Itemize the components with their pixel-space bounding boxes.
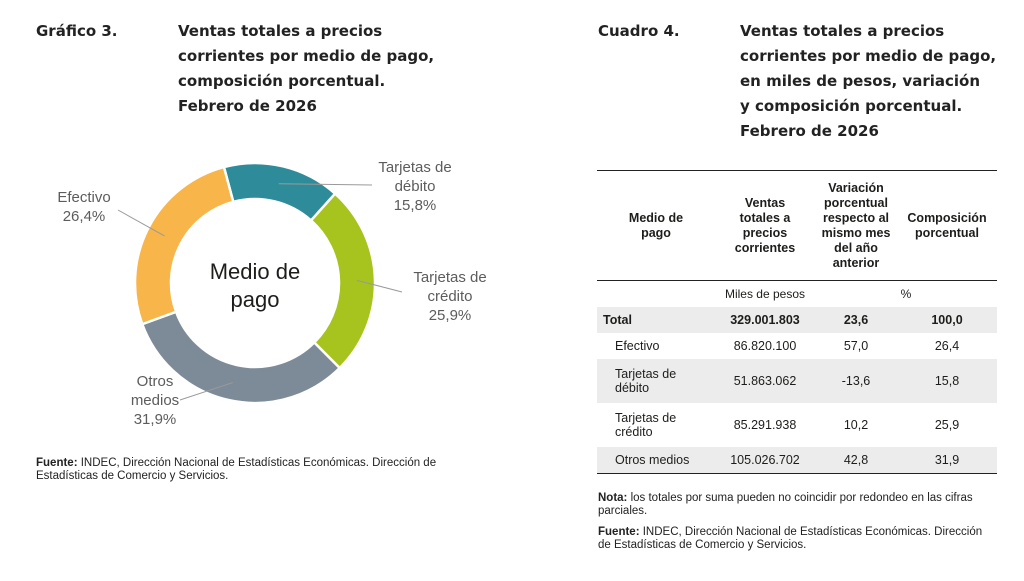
row-medio: Otros medios <box>597 447 715 474</box>
row-variacion: 23,6 <box>815 307 897 333</box>
slice-label: Tarjetas de crédito 25,9% <box>413 269 486 324</box>
table-row: Efectivo 86.820.100 57,0 26,4 <box>597 333 997 359</box>
table-title-line: Febrero de 2026 <box>740 122 879 140</box>
slice-label: Tarjetas de débito 15,8% <box>378 159 451 214</box>
units-pct: % <box>900 287 912 301</box>
donut-slice <box>133 165 235 326</box>
donut-chart: Tarjetas de débito 15,8% Tarjetas de crédito… <box>57 159 486 428</box>
units-empty <box>597 281 715 308</box>
table-row: Otros medios 105.026.702 42,8 31,9 <box>597 447 997 474</box>
row-ventas: 86.820.100 <box>733 339 797 353</box>
sales-table: Medio de pago Ventas totales a precios c… <box>597 170 997 474</box>
header-composicion: Composición porcentual <box>897 170 997 281</box>
chart-title-line: corrientes por medio de pago, <box>178 47 435 65</box>
table-title-line: en miles de pesos, variación <box>740 72 981 90</box>
chart-title-line: composición porcentual. <box>178 72 386 90</box>
units-ventas: Miles de pesos <box>724 287 806 301</box>
row-composicion: 31,9 <box>897 447 997 474</box>
chart-title-line: Ventas totales a precios <box>178 22 383 40</box>
table-row: Tarjetas de crédito 85.291.938 10,2 25,9 <box>597 403 997 447</box>
table-row: Tarjetas de débito 51.863.062 -13,6 15,8 <box>597 359 997 403</box>
table-label: Cuadro 4. <box>598 22 680 40</box>
row-composicion: 100,0 <box>897 307 997 333</box>
row-ventas: 105.026.702 <box>715 447 815 474</box>
header-variacion: Variación porcentual respecto al mismo m… <box>815 170 897 281</box>
table-row: Total 329.001.803 23,6 100,0 <box>597 307 997 333</box>
chart-label: Gráfico 3. <box>36 22 118 40</box>
leader-line <box>179 382 234 401</box>
row-medio: Efectivo <box>615 339 660 353</box>
slice-label: Otros medios 31,9% <box>131 373 179 428</box>
table-source: Fuente: INDEC, Dirección Nacional de Est… <box>598 526 998 552</box>
donut-slice <box>309 191 377 370</box>
row-medio: Total <box>597 307 715 333</box>
slice-label: Efectivo 26,4% <box>57 189 110 225</box>
row-ventas: 329.001.803 <box>715 307 815 333</box>
table-title-line: Ventas totales a precios <box>740 22 945 40</box>
row-composicion: 25,9 <box>934 418 960 432</box>
chart-source-text: INDEC, Dirección Nacional de Estadística… <box>36 457 437 482</box>
row-ventas: 51.863.062 <box>715 359 815 403</box>
chart-source: Fuente: INDEC, Dirección Nacional de Est… <box>36 457 476 483</box>
table-source-text: INDEC, Dirección Nacional de Estadística… <box>598 526 983 551</box>
header-ventas: Ventas totales a precios corrientes <box>715 170 815 281</box>
row-variacion: -13,6 <box>815 359 897 403</box>
header-medio: Medio de pago <box>597 170 715 281</box>
table-title: Ventas totales a precios corrientes por … <box>740 19 1020 144</box>
table-note-label: Nota: <box>598 492 628 504</box>
chart-title: Ventas totales a precios corrientes por … <box>178 19 498 119</box>
table-note-text: los totales por suma pueden no coincidir… <box>598 492 973 517</box>
table-note: Nota: los totales por suma pueden no coi… <box>598 492 998 518</box>
row-medio: Tarjetas de crédito <box>615 411 677 439</box>
leader-line <box>117 209 165 237</box>
chart-source-label: Fuente: <box>36 457 78 469</box>
row-ventas: 85.291.938 <box>733 418 797 432</box>
leader-line <box>356 279 403 293</box>
row-composicion: 26,4 <box>934 339 960 353</box>
table-units-row: Miles de pesos % <box>597 281 997 308</box>
table-header-row: Medio de pago Ventas totales a precios c… <box>597 170 997 281</box>
table-title-line: y composición porcentual. <box>740 97 963 115</box>
row-composicion: 15,8 <box>897 359 997 403</box>
table-source-label: Fuente: <box>598 526 640 538</box>
row-medio: Tarjetas de débito <box>597 359 715 403</box>
chart-title-line: Febrero de 2026 <box>178 97 317 115</box>
row-variacion: 57,0 <box>843 339 869 353</box>
table-title-line: corrientes por medio de pago, <box>740 47 997 65</box>
leader-line <box>278 183 373 186</box>
row-variacion: 42,8 <box>815 447 897 474</box>
row-variacion: 10,2 <box>843 418 869 432</box>
donut-center-label: Medio de pago <box>210 259 301 312</box>
